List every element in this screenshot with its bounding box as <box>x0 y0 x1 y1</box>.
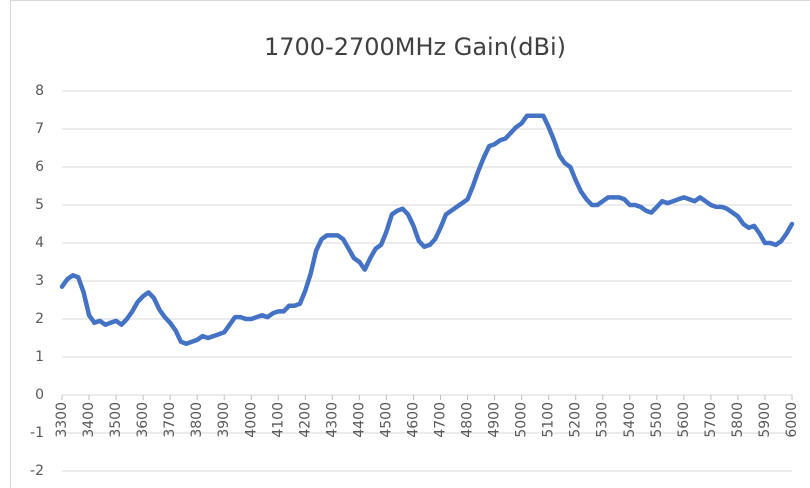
chart-title: 1700-2700MHz Gain(dBi) <box>264 33 566 61</box>
x-tick-label: 5200 <box>568 402 584 438</box>
x-tick-label: 5500 <box>649 402 665 438</box>
x-tick-label: 5700 <box>703 402 719 438</box>
x-tick-label: 3600 <box>135 402 151 438</box>
x-tick-label: 5000 <box>514 402 530 438</box>
y-tick-label: 7 <box>35 121 44 137</box>
x-tick-label: 3400 <box>81 402 97 438</box>
x-tick-label: 3900 <box>216 402 232 438</box>
data-line <box>59 113 795 346</box>
chart-frame <box>10 0 810 488</box>
x-tick-label: 3800 <box>189 402 205 438</box>
x-tick-label: 4000 <box>243 402 259 438</box>
x-tick-label: 6000 <box>784 402 800 438</box>
y-tick-label: 8 <box>35 83 44 99</box>
x-tick-label: 3700 <box>162 402 178 438</box>
y-tick-label: -1 <box>30 425 44 441</box>
x-tick-label: 4600 <box>405 402 421 438</box>
x-tick-label: 5300 <box>595 402 611 438</box>
x-tick-label: 4100 <box>270 402 286 438</box>
x-tick-label: 4300 <box>324 402 340 438</box>
y-tick-label: 4 <box>35 235 44 251</box>
x-tick-label: 3500 <box>108 402 124 438</box>
y-tick-label: 5 <box>35 197 44 213</box>
x-tick-label: 4900 <box>487 402 503 438</box>
x-tick-label: 4200 <box>297 402 313 438</box>
y-tick-label: 3 <box>35 273 44 289</box>
x-tick-label: 4700 <box>433 402 449 438</box>
y-tick-label: 2 <box>35 311 44 327</box>
x-tick-label: 4800 <box>460 402 476 438</box>
y-tick-label: 1 <box>35 349 44 365</box>
x-tick-label: 4500 <box>378 402 394 438</box>
y-tick-label: 6 <box>35 159 44 175</box>
x-tick-label: 3300 <box>54 402 70 438</box>
y-tick-label: -2 <box>30 463 44 479</box>
x-tick-label: 5900 <box>757 402 773 438</box>
y-tick-label: 0 <box>35 387 44 403</box>
x-tick-label: 4400 <box>351 402 367 438</box>
x-tick-label: 5600 <box>676 402 692 438</box>
x-tick-label: 5100 <box>541 402 557 438</box>
x-tick-label: 5400 <box>622 402 638 438</box>
x-tick-label: 5800 <box>730 402 746 438</box>
